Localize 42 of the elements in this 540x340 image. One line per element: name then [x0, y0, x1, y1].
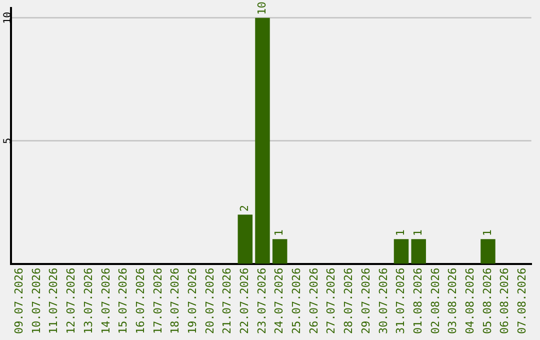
bar: [411, 239, 426, 264]
x-tick-label: 10.07.2026: [30, 268, 43, 334]
x-tick-label: 03.08.2026: [446, 268, 460, 334]
x-tick-label: 20.07.2026: [203, 268, 216, 334]
bar: [394, 239, 409, 264]
x-tick-label: 23.07.2026: [255, 268, 268, 334]
x-tick-label: 09.07.2026: [12, 268, 26, 334]
x-tick-label: 31.07.2026: [394, 268, 408, 334]
x-tick-label: 24.07.2026: [272, 268, 286, 334]
x-tick-label: 29.07.2026: [359, 268, 372, 334]
x-tick-label: 22.07.2026: [238, 268, 252, 334]
x-tick-label: 27.07.2026: [324, 268, 338, 334]
data-label: 1: [411, 230, 424, 236]
data-label: 2: [238, 204, 252, 212]
x-tick-label: 26.07.2026: [307, 268, 320, 334]
x-tick-label: 13.07.2026: [82, 268, 95, 334]
bar: [272, 239, 288, 264]
x-tick-label: 07.08.2026: [516, 268, 529, 334]
x-tick-label: 15.07.2026: [116, 268, 130, 334]
bar: [238, 214, 253, 264]
x-tick-label: 14.07.2026: [99, 268, 112, 334]
bar: [480, 239, 496, 264]
data-label: 1: [394, 230, 408, 236]
x-tick-label: 19.07.2026: [186, 268, 199, 334]
data-label: 1: [480, 230, 494, 236]
x-tick-label: 30.07.2026: [376, 268, 390, 334]
x-tick-label: 18.07.2026: [168, 268, 182, 334]
x-tick-label: 11.07.2026: [47, 268, 60, 334]
x-tick-label: 21.07.2026: [220, 268, 234, 334]
data-label: 10: [255, 2, 268, 15]
x-tick-label: 12.07.2026: [64, 268, 78, 334]
x-tick-label: 16.07.2026: [134, 268, 147, 334]
x-tick-label: 17.07.2026: [151, 268, 164, 334]
x-tick-label: 28.07.2026: [342, 268, 356, 334]
bar: [255, 18, 270, 264]
x-tick-label: 06.08.2026: [498, 268, 512, 334]
x-tick-label: 25.07.2026: [290, 268, 304, 334]
data-label: 1: [272, 230, 286, 236]
x-tick-label: 04.08.2026: [463, 268, 476, 334]
x-tick-label: 02.08.2026: [428, 268, 442, 334]
x-tick-label: 05.08.2026: [480, 268, 494, 334]
x-tick-label: 01.08.2026: [411, 268, 424, 334]
